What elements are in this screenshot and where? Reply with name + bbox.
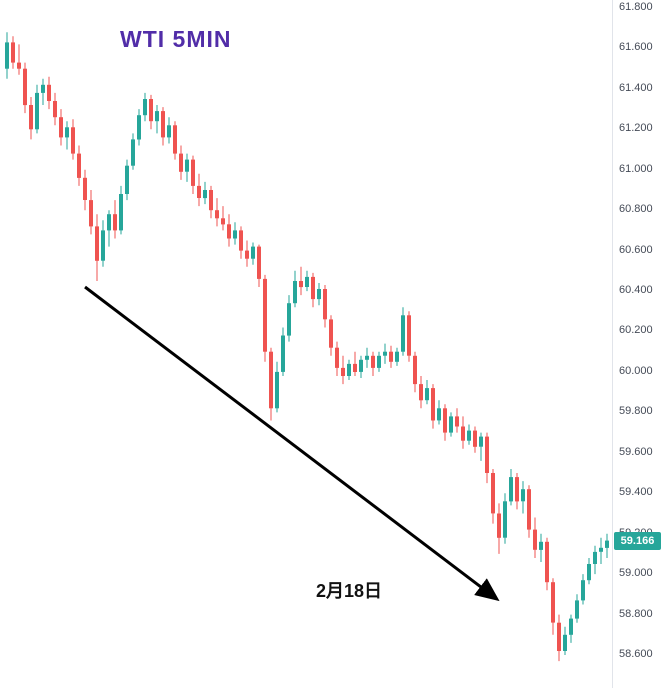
price-tick-label: 61.400 <box>619 82 653 94</box>
price-tick-label: 59.400 <box>619 486 653 498</box>
price-tick-label: 59.000 <box>619 567 653 579</box>
trend-arrow <box>84 285 500 602</box>
price-tick-label: 59.800 <box>619 405 653 417</box>
price-axis[interactable]: 61.800 61.600 61.400 61.200 61.000 60.800 60.6… <box>612 0 662 688</box>
candles-group <box>5 32 609 662</box>
date-annotation: 2月18日 <box>316 581 383 601</box>
price-tick-label: 61.200 <box>619 122 653 134</box>
price-tick-label: 60.000 <box>619 365 653 377</box>
price-tick-label: 58.800 <box>619 608 653 620</box>
chart-title: WTI 5MIN <box>120 26 232 52</box>
price-tick-label: 61.000 <box>619 163 653 175</box>
price-tick-label: 61.800 <box>619 1 653 13</box>
price-tick-label: 60.200 <box>619 324 653 336</box>
price-tick-label: 61.600 <box>619 41 653 53</box>
price-tick-label: 59.600 <box>619 446 653 458</box>
price-tick-label: 58.600 <box>619 648 653 660</box>
price-tick-label: 60.800 <box>619 203 653 215</box>
last-price-badge: 59.166 <box>614 532 661 550</box>
price-tick-label: 60.400 <box>619 284 653 296</box>
price-tick-label: 60.600 <box>619 244 653 256</box>
